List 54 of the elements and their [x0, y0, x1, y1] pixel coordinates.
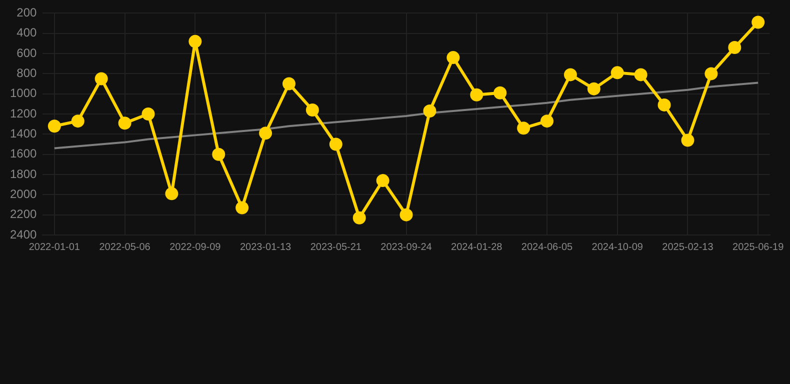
y-tick-label: 800: [16, 66, 38, 80]
point: [564, 68, 577, 82]
y-tick-label: 1000: [10, 86, 38, 100]
x-tick-label: 2024-10-09: [592, 242, 644, 253]
point: [704, 67, 718, 80]
y-tick-label: 1400: [10, 126, 38, 140]
point: [681, 134, 694, 147]
point: [282, 77, 296, 90]
point: [212, 148, 226, 161]
point: [587, 82, 600, 96]
point: [142, 108, 155, 121]
x-tick-label: 2023-01-13: [240, 242, 292, 253]
y-tick-label: 2000: [10, 186, 38, 201]
point: [259, 126, 272, 140]
point: [634, 68, 648, 82]
y-tick-label: 2200: [10, 207, 38, 222]
y-tick-label: 400: [16, 26, 38, 40]
point: [94, 72, 108, 86]
point: [329, 138, 342, 151]
point: [400, 208, 413, 222]
x-tick-label: 2023-09-24: [380, 242, 432, 253]
point: [470, 88, 484, 102]
point: [658, 98, 671, 112]
y-tick-label: 1200: [10, 106, 38, 120]
x-tick-label: 2025-02-13: [662, 242, 714, 253]
point: [306, 103, 319, 116]
point: [352, 211, 366, 224]
point: [728, 40, 742, 54]
point: [540, 114, 554, 128]
point: [236, 201, 249, 214]
point: [610, 66, 624, 80]
point: [48, 120, 61, 133]
y-tick-label: 600: [16, 46, 38, 60]
y-tick-label: 2400: [10, 227, 38, 242]
point: [71, 114, 84, 128]
x-tick-label: 2022-05-06: [99, 242, 151, 253]
point: [188, 34, 202, 48]
y-tick-label: 1600: [10, 146, 38, 161]
x-tick-label: 2023-05-21: [310, 242, 362, 253]
point: [165, 187, 178, 200]
x-tick-label: 2025-06-19: [732, 242, 784, 253]
y-tick-label: 1800: [10, 166, 38, 181]
point: [494, 86, 507, 100]
point: [446, 51, 460, 64]
point: [517, 122, 530, 135]
x-tick-label: 2022-01-01: [28, 242, 80, 253]
point: [376, 174, 390, 188]
x-tick-label: 2024-01-28: [451, 242, 503, 253]
x-tick-label: 2022-09-09: [170, 242, 222, 253]
point: [752, 16, 765, 29]
point: [118, 116, 132, 130]
y-tick-label: 200: [16, 6, 38, 20]
point: [423, 104, 436, 118]
x-tick-label: 2024-06-05: [521, 242, 574, 253]
